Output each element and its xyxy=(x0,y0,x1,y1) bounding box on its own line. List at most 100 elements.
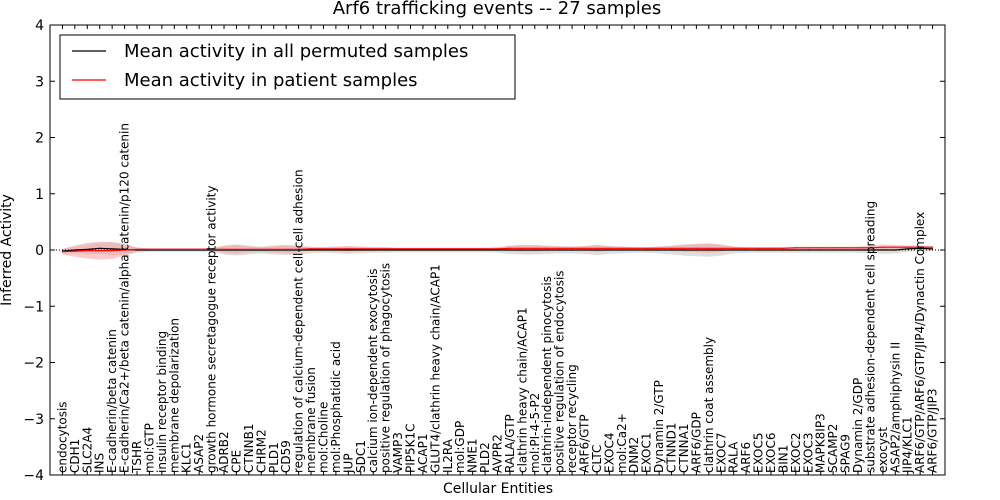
data-point xyxy=(559,249,561,251)
data-point xyxy=(310,249,312,251)
data-point xyxy=(74,249,76,251)
x-tick-label: mol:GTP xyxy=(142,423,156,473)
chart-title: Arf6 trafficking events -- 27 samples xyxy=(333,0,662,19)
x-tick-label: Dynamin 2/GTP xyxy=(652,380,666,473)
x-tick-label: ASAP2 xyxy=(192,434,206,473)
x-tick-label: NME1 xyxy=(466,438,480,473)
x-tick-label: mol:PI-4-5-P2 xyxy=(528,393,542,473)
x-tick-label: calcium ion-dependent exocytosis xyxy=(366,269,380,474)
data-point xyxy=(770,247,772,249)
data-point xyxy=(844,247,847,249)
data-point xyxy=(894,246,896,248)
data-point xyxy=(621,247,623,249)
x-tick-label: substrate adhesion-dependent cell spread… xyxy=(863,201,877,473)
x-tick-label: SCAMP2 xyxy=(826,424,840,473)
x-tick-label: CLTC xyxy=(590,445,604,473)
x-tick-label: EXOC2 xyxy=(789,433,803,474)
data-point xyxy=(820,249,822,251)
data-point xyxy=(807,247,809,249)
data-point xyxy=(733,247,735,249)
data-point xyxy=(422,248,424,250)
x-tick-label: ARF6/GDP xyxy=(689,412,703,473)
data-point xyxy=(683,249,685,251)
data-point xyxy=(422,249,424,251)
x-tick-label: Dynamin 2/GDP xyxy=(851,378,865,473)
data-point xyxy=(857,249,859,251)
x-tick-label: SLC2A4 xyxy=(80,427,94,473)
x-tick-label: PLD1 xyxy=(267,442,281,473)
x-tick-label: VAMP3 xyxy=(391,432,405,473)
x-tick-label: positive regulation of phagocytosis xyxy=(379,263,393,473)
data-point xyxy=(832,247,834,249)
x-tick-label: EXOC6 xyxy=(764,433,778,474)
x-tick-label: DNM2 xyxy=(627,437,641,473)
series-band-1 xyxy=(62,241,933,260)
data-point xyxy=(708,249,710,251)
x-tick-label: EXOC7 xyxy=(714,433,728,474)
x-tick-label: EXOC4 xyxy=(602,433,616,474)
data-point xyxy=(509,249,511,251)
x-tick-label: CTNNA1 xyxy=(677,423,691,473)
data-point xyxy=(434,249,436,251)
x-tick-label: insulin receptor binding xyxy=(155,331,169,473)
x-tick-label: CDH1 xyxy=(68,439,82,473)
x-tick-label: RALA/GTP xyxy=(503,414,517,473)
data-point xyxy=(111,249,113,252)
data-point xyxy=(235,248,238,251)
data-point xyxy=(807,249,809,251)
data-point xyxy=(285,248,287,251)
y-tick-label: 2 xyxy=(35,131,44,147)
data-point xyxy=(273,248,275,251)
data-point xyxy=(546,249,548,251)
data-point xyxy=(670,249,673,251)
data-point xyxy=(360,249,362,251)
data-point xyxy=(646,249,648,251)
data-point xyxy=(521,247,523,249)
x-tick-label: ARF6/GTP xyxy=(578,414,592,473)
data-point xyxy=(434,248,436,250)
data-point xyxy=(198,248,200,251)
y-tick-label: −4 xyxy=(23,468,44,484)
x-tick-label: mol:GDP xyxy=(453,421,467,473)
x-tick-label: E-cadherin/Ca2+/beta catenin/alpha caten… xyxy=(118,123,132,473)
data-point xyxy=(161,248,163,251)
data-point xyxy=(360,248,362,250)
data-point xyxy=(335,249,337,251)
x-tick-label: PLD2 xyxy=(478,442,492,473)
data-point xyxy=(633,249,635,251)
data-point xyxy=(596,249,598,251)
data-point xyxy=(658,249,660,251)
data-point xyxy=(658,247,660,249)
data-point xyxy=(882,246,884,248)
data-point xyxy=(459,248,461,250)
data-point xyxy=(148,248,151,251)
data-point xyxy=(869,247,872,249)
x-tick-label: mol:Ca2+ xyxy=(615,413,629,473)
y-tick-label: 4 xyxy=(35,18,44,34)
x-tick-label: RALA xyxy=(727,441,741,473)
x-tick-label: JUP xyxy=(341,453,355,474)
x-tick-label: SDC1 xyxy=(354,440,368,473)
data-point xyxy=(310,248,312,250)
data-point xyxy=(596,247,598,249)
data-point xyxy=(496,249,499,251)
data-point xyxy=(931,246,934,248)
x-tick-label: KLC1 xyxy=(180,442,194,473)
x-tick-label: ARF6/GTP/JIP3 xyxy=(926,388,940,473)
x-axis-label: Cellular Entities xyxy=(443,481,553,497)
data-point xyxy=(248,248,250,251)
data-point xyxy=(409,249,412,251)
data-point xyxy=(472,249,474,251)
data-point xyxy=(621,249,623,251)
x-tick-label: exocyst xyxy=(876,427,890,473)
data-point xyxy=(695,247,697,249)
data-point xyxy=(608,247,610,249)
data-point xyxy=(347,249,349,251)
data-point xyxy=(447,248,449,250)
data-point xyxy=(757,247,760,249)
x-tick-label: growth hormone secretagogue receptor act… xyxy=(205,186,219,473)
y-tick-label: −1 xyxy=(23,299,44,315)
y-tick-label: 3 xyxy=(35,74,44,90)
x-tick-label: BIN1 xyxy=(776,445,790,473)
x-tick-label: IL2RA xyxy=(441,438,455,473)
